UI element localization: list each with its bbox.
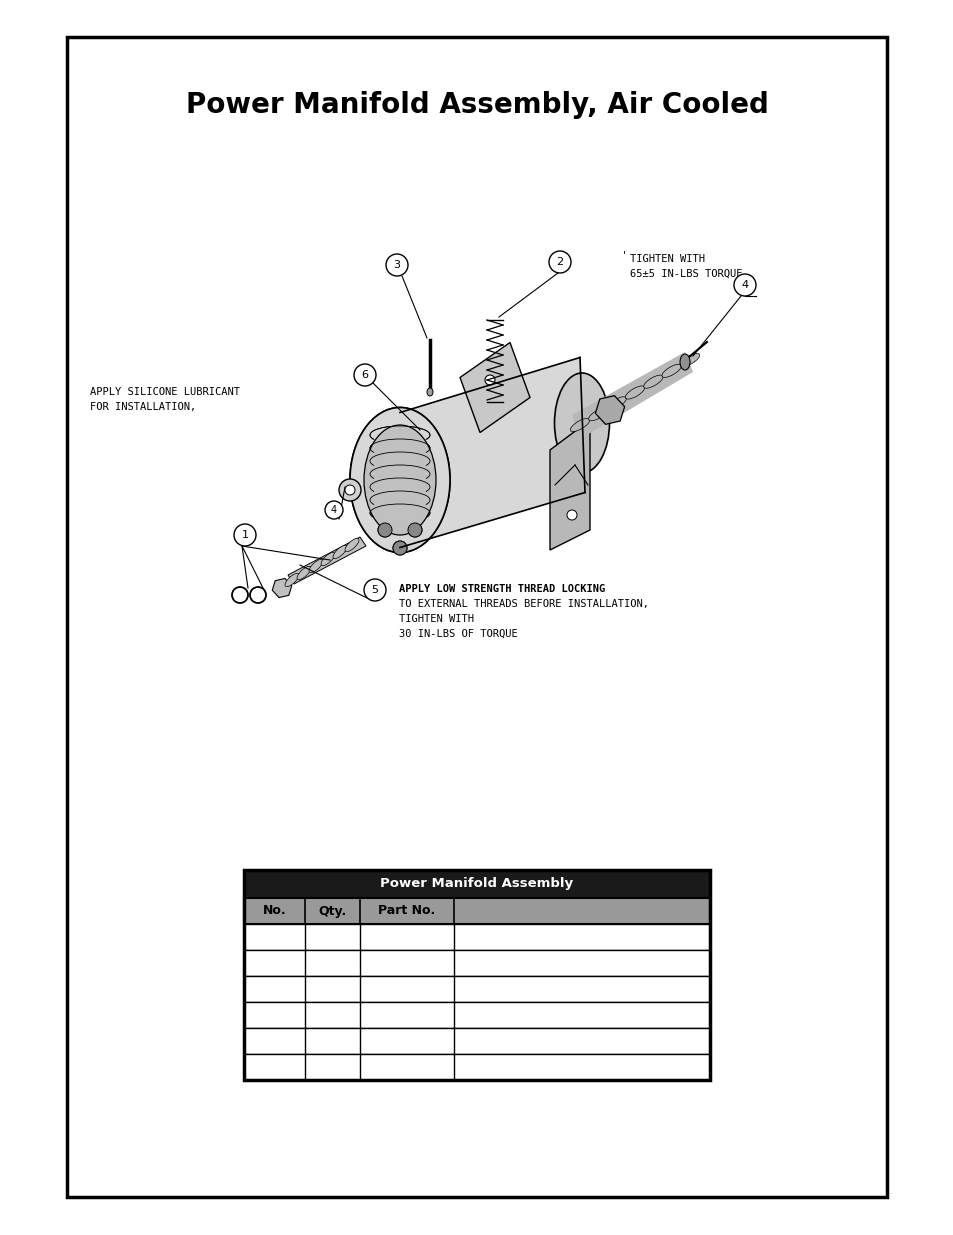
Ellipse shape <box>395 475 403 484</box>
Ellipse shape <box>570 419 589 431</box>
Ellipse shape <box>296 567 311 579</box>
Ellipse shape <box>333 546 347 558</box>
Ellipse shape <box>345 485 355 495</box>
Text: TIGHTEN WITH: TIGHTEN WITH <box>629 254 704 264</box>
Ellipse shape <box>408 522 421 537</box>
Ellipse shape <box>661 364 680 378</box>
Text: Power Manifold Assembly: Power Manifold Assembly <box>380 878 573 890</box>
Text: ': ' <box>622 249 625 261</box>
Text: 1: 1 <box>241 530 248 540</box>
Ellipse shape <box>364 425 436 535</box>
Bar <box>244 976 709 1002</box>
Ellipse shape <box>338 479 360 501</box>
Circle shape <box>354 364 375 387</box>
Ellipse shape <box>679 354 689 370</box>
Ellipse shape <box>588 408 607 421</box>
Circle shape <box>325 501 343 519</box>
Text: Qty.: Qty. <box>318 904 346 918</box>
Ellipse shape <box>309 559 323 573</box>
Text: 2: 2 <box>556 257 563 267</box>
Circle shape <box>364 579 386 601</box>
Bar <box>244 1002 709 1028</box>
Bar <box>244 1053 709 1079</box>
Text: FOR INSTALLATION,: FOR INSTALLATION, <box>90 403 196 412</box>
Text: 5: 5 <box>371 585 378 595</box>
Text: APPLY SILICONE LUBRICANT: APPLY SILICONE LUBRICANT <box>90 387 240 396</box>
Ellipse shape <box>679 353 699 367</box>
Circle shape <box>548 251 571 273</box>
Ellipse shape <box>566 510 577 520</box>
Ellipse shape <box>377 522 392 537</box>
Bar <box>67 37 886 1197</box>
Text: 30 IN-LBS OF TORQUE: 30 IN-LBS OF TORQUE <box>398 629 517 638</box>
Text: No.: No. <box>262 904 286 918</box>
Ellipse shape <box>643 375 662 388</box>
Ellipse shape <box>377 522 392 537</box>
Ellipse shape <box>484 375 495 385</box>
Bar <box>244 869 709 898</box>
Bar <box>244 950 709 976</box>
Ellipse shape <box>350 408 450 552</box>
Ellipse shape <box>554 373 609 473</box>
Ellipse shape <box>624 385 644 399</box>
Ellipse shape <box>408 522 421 537</box>
Text: 4: 4 <box>331 505 336 515</box>
Text: 4: 4 <box>740 280 748 290</box>
Ellipse shape <box>320 552 335 566</box>
Bar <box>244 898 709 924</box>
Text: TIGHTEN WITH: TIGHTEN WITH <box>398 614 474 624</box>
Text: 6: 6 <box>361 370 368 380</box>
Text: Part No.: Part No. <box>378 904 436 918</box>
Bar <box>244 869 709 1079</box>
Circle shape <box>233 524 255 546</box>
Ellipse shape <box>345 538 358 552</box>
Ellipse shape <box>393 541 407 555</box>
Circle shape <box>386 254 408 275</box>
Ellipse shape <box>350 408 450 552</box>
Text: 65±5 IN-LBS TORQUE: 65±5 IN-LBS TORQUE <box>629 269 741 279</box>
Text: 3: 3 <box>393 261 400 270</box>
Ellipse shape <box>393 541 407 555</box>
Polygon shape <box>459 342 530 432</box>
Text: APPLY LOW STRENGTH THREAD LOCKING: APPLY LOW STRENGTH THREAD LOCKING <box>398 584 604 594</box>
Bar <box>244 924 709 950</box>
Polygon shape <box>572 352 692 438</box>
Polygon shape <box>550 420 589 550</box>
Bar <box>244 1028 709 1053</box>
Polygon shape <box>288 537 366 584</box>
Circle shape <box>733 274 755 296</box>
Ellipse shape <box>285 573 298 587</box>
Ellipse shape <box>364 425 436 535</box>
Text: Power Manifold Assembly, Air Cooled: Power Manifold Assembly, Air Cooled <box>186 91 767 119</box>
Ellipse shape <box>427 388 433 396</box>
Polygon shape <box>399 357 584 547</box>
Ellipse shape <box>606 396 626 410</box>
Text: TO EXTERNAL THREADS BEFORE INSTALLATION,: TO EXTERNAL THREADS BEFORE INSTALLATION, <box>398 599 648 609</box>
